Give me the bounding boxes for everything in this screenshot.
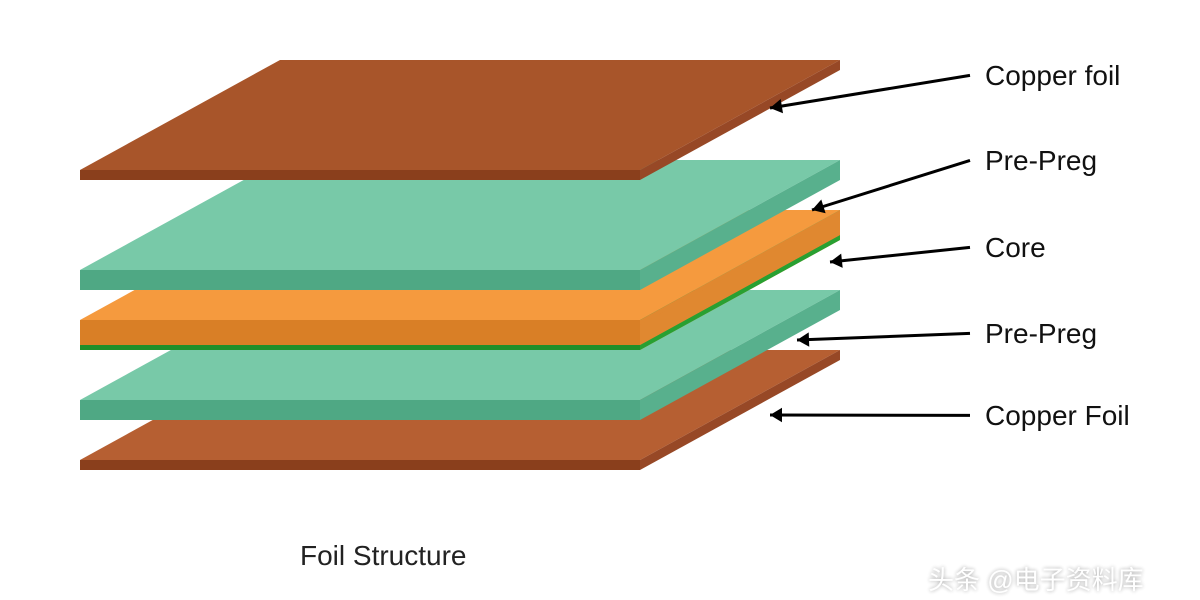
arrow-head-copper-bottom bbox=[770, 408, 782, 422]
arrow-head-prepreg-bottom bbox=[797, 332, 809, 346]
layer-front-prepreg-bottom bbox=[80, 400, 640, 420]
layer-label-core: Core bbox=[985, 232, 1046, 264]
arrow-line-prepreg-bottom bbox=[797, 333, 970, 340]
layer-label-copper-top: Copper foil bbox=[985, 60, 1120, 92]
layer-label-prepreg-bottom: Pre-Preg bbox=[985, 318, 1097, 350]
watermark-text: 头条 @电子资料库 bbox=[928, 560, 1144, 597]
layer-front-prepreg-top bbox=[80, 270, 640, 290]
layer-front-copper-top bbox=[80, 170, 640, 180]
layer-front-mid-core bbox=[80, 325, 640, 345]
layer-label-copper-bottom: Copper Foil bbox=[985, 400, 1130, 432]
layer-label-prepreg-top: Pre-Preg bbox=[985, 145, 1097, 177]
diagram-caption: Foil Structure bbox=[300, 540, 467, 572]
layer-front-copper-bottom bbox=[80, 460, 640, 470]
layer-clad-front-bot-core bbox=[80, 345, 640, 350]
arrow-head-core bbox=[830, 254, 843, 268]
arrow-line-core bbox=[830, 247, 970, 262]
layer-top-copper-top bbox=[80, 60, 840, 170]
